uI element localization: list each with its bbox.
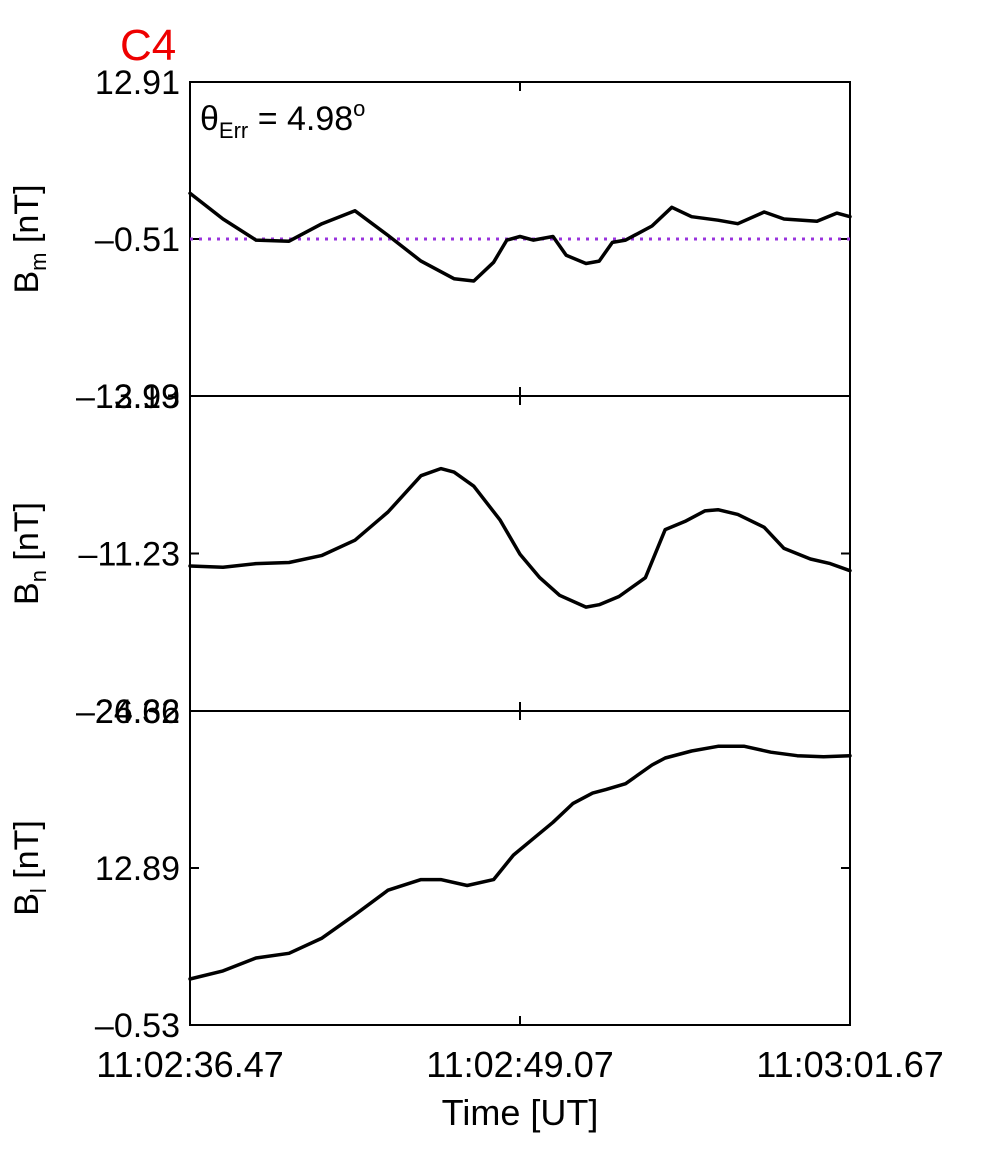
y-axis-label-subscript: m [26,253,51,271]
theta-symbol: θ [200,100,219,138]
x-axis-label: Time [UT] [442,1092,599,1133]
y-tick-label: 12.89 [95,850,180,888]
panel-n: 2.19 –11.23 –24.66 Bn [nT] [8,378,852,731]
y-axis-label-unit: [nT] [8,502,46,570]
theta-value: = 4.98 [248,100,353,138]
y-axis-label-base: B [8,271,46,294]
theta-degree: o [353,96,365,121]
series-line-Bl [188,744,852,981]
y-tick-label: –0.53 [95,1007,180,1045]
series-line-Bm [188,191,852,283]
y-axis-label-subscript: l [26,888,51,893]
spacecraft-label: C4 [120,21,176,70]
y-tick-label: –0.51 [95,221,180,259]
x-tick-label: 11:03:01.67 [756,1044,944,1085]
series-line-Bn [188,466,852,609]
y-axis-label-unit: [nT] [8,820,46,888]
panels: 12.91 –0.51 –13.93 Bm [nT] 2.19 –11.23 –24.66 B… [8,64,852,1045]
y-axis-label-subscript: n [26,570,51,582]
y-tick-label: 26.32 [95,693,180,731]
y-tick-label: –11.23 [79,536,180,574]
y-axis-label-base: B [8,893,46,916]
y-axis-label: Bm [nT] [8,184,51,293]
x-axis-ticks: 11:02:36.47 11:02:49.07 11:03:01.67 [96,1044,944,1085]
plot-frame [189,710,851,1026]
panel-l: 26.32 12.89 –0.53 Bl [nT] [8,693,852,1045]
x-tick-label: 11:02:49.07 [426,1044,614,1085]
theta-subscript: Err [219,118,248,143]
panel-m: 12.91 –0.51 –13.93 Bm [nT] [8,64,852,416]
y-axis-label: Bl [nT] [8,820,51,916]
y-axis-label-base: B [8,582,46,605]
x-tick-label: 11:02:36.47 [96,1044,284,1085]
theta-error-annotation: θErr = 4.98o [200,96,365,143]
y-tick-label: –24.66 [76,693,180,731]
y-tick-label: 2.19 [114,378,180,416]
y-tick-label: 12.91 [95,64,180,102]
y-axis-label: Bn [nT] [8,502,51,605]
y-axis-label-unit: [nT] [8,184,46,252]
y-tick-label: –13.93 [76,378,180,416]
